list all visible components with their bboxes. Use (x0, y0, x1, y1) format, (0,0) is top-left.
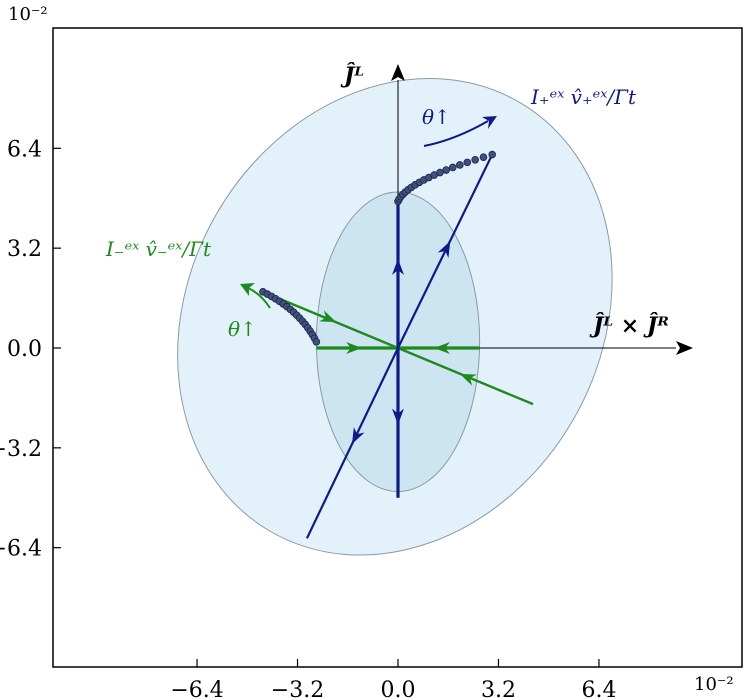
green-arrowhead-0 (346, 342, 363, 354)
green-vector-label: I₋ᵉˣ v̂₋ᵉˣ/Γt (105, 237, 212, 261)
blue-arrowhead-0 (392, 258, 404, 275)
blue-curve-dot-18 (479, 153, 488, 161)
green-arrowhead-1 (433, 342, 450, 354)
horizontal-axis-arrowhead (676, 341, 693, 355)
x-tick-label-4: 6.4 (581, 678, 616, 698)
green-arrowhead-2 (319, 310, 337, 323)
blue-curve-dot-17 (471, 155, 479, 164)
vertical-axis-arrowhead (391, 64, 405, 81)
green-theta-label: θ↑ (228, 317, 257, 341)
x-tick-label-3: 3.2 (481, 678, 516, 698)
dot-curves (259, 150, 497, 346)
blue-curve-dot-12 (436, 168, 444, 177)
x-exponent-label: 10⁻² (694, 674, 734, 695)
y-tick-label-1: −3.2 (0, 437, 42, 462)
blue-vector-label: I₊ᵉˣ v̂₊ᵉˣ/Γt (530, 85, 637, 109)
y-tick-label-4: 6.4 (7, 137, 42, 162)
green-theta-arrowhead (240, 283, 255, 296)
blue-arrowhead-2 (437, 241, 451, 259)
blue-arrowhead-1 (392, 408, 404, 425)
direction-arrows (319, 241, 477, 445)
y-tick-label-2: 0.0 (7, 337, 42, 362)
tick-marks (53, 147, 600, 667)
tick-labels: −6.4 −3.2 0.0 3.2 6.4 −6.4 −3.2 0.0 3.2 6.4 (0, 137, 616, 698)
y-tick-label-3: 3.2 (7, 237, 42, 262)
x-tick-label-1: −3.2 (271, 678, 324, 698)
blue-curve-dot-13 (442, 166, 450, 174)
y-exponent-label: 10⁻² (8, 4, 48, 25)
horizontal-axis-label: Ĵᴸ × Ĵᴿ (589, 312, 669, 339)
blue-curve-dot-19 (488, 150, 497, 159)
blue-theta-label: θ↑ (422, 105, 451, 129)
blue-arrowhead-3 (352, 427, 365, 445)
green-arrowhead-3 (459, 373, 477, 386)
blue-segment-2 (397, 154, 494, 349)
blue-theta-arrowhead (482, 116, 497, 129)
x-tick-label-2: 0.0 (381, 678, 416, 698)
y-tick-label-0: −6.4 (0, 537, 42, 562)
x-tick-label-0: −6.4 (170, 678, 223, 698)
green-curve-dot-17 (312, 337, 321, 346)
blue-curve-dot-14 (448, 163, 457, 172)
blue-curve-dot-16 (463, 158, 472, 167)
blue-theta-arrow (423, 120, 489, 147)
vertical-axis-label: Ĵᴸ (340, 62, 364, 89)
blue-curve-dot-15 (456, 161, 464, 169)
green-theta-arrow (247, 287, 271, 309)
